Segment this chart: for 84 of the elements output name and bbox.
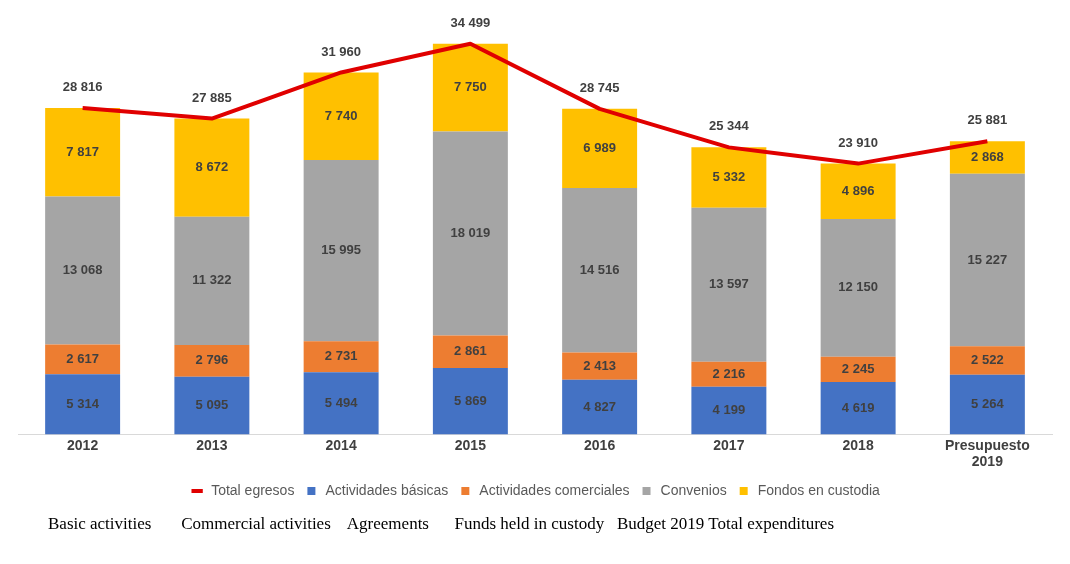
bar <box>820 219 896 357</box>
data-label: 31 960 <box>321 43 362 59</box>
bar <box>303 72 379 161</box>
bar <box>691 386 767 435</box>
bar <box>691 361 767 387</box>
data-label: 6 989 <box>583 140 616 155</box>
x-tick-label: Presupuesto 2019 <box>944 436 1030 470</box>
data-label: 5 095 <box>195 397 229 413</box>
bar <box>174 118 250 217</box>
data-label: 2 413 <box>583 357 616 373</box>
data-label: 5 332 <box>712 169 746 185</box>
data-label: 28 816 <box>62 79 103 95</box>
bar <box>432 335 508 368</box>
bar <box>691 207 767 362</box>
data-label: 2 861 <box>454 343 487 359</box>
bar <box>174 376 250 435</box>
bar <box>691 147 767 208</box>
data-label: 4 619 <box>841 399 875 415</box>
bar <box>562 379 638 435</box>
bar <box>432 367 508 435</box>
bar <box>432 43 508 132</box>
bar <box>45 196 121 345</box>
x-tick-label: 2018 <box>842 436 874 453</box>
legend-label: Total egresos <box>211 481 295 498</box>
bar <box>303 160 379 342</box>
data-label: 2 216 <box>712 365 746 381</box>
bar <box>562 352 638 380</box>
bar <box>303 372 379 435</box>
data-label: 2 796 <box>195 352 229 368</box>
bar <box>562 108 638 188</box>
data-label: 8 672 <box>195 159 229 175</box>
text: Basic activities Commercial activities Agreements Funds held in custody Budget 2019 Total expenditures <box>47 514 836 534</box>
data-label: 15 995 <box>321 242 362 258</box>
x-tick-label: 2017 <box>713 436 745 453</box>
legend-label: Actividades comerciales <box>479 481 630 498</box>
data-label: 18 019 <box>450 225 491 241</box>
bar <box>949 374 1025 435</box>
bar <box>949 173 1025 347</box>
bar <box>174 216 250 346</box>
data-label: 23 910 <box>838 134 879 150</box>
data-label: 2 245 <box>841 360 875 376</box>
data-label: 12 150 <box>838 279 879 295</box>
data-label: 2 522 <box>971 352 1004 368</box>
data-label: 7 740 <box>324 107 358 123</box>
data-label: 4 199 <box>712 402 746 418</box>
data-label: 5 494 <box>324 394 359 410</box>
bar <box>45 108 121 197</box>
data-label: 4 896 <box>841 182 875 198</box>
data-label: 13 068 <box>62 262 103 278</box>
x-tick-label: 2012 <box>67 436 99 453</box>
bar <box>45 374 121 435</box>
legend-label: Actividades básicas <box>325 481 449 498</box>
data-label: 13 597 <box>708 276 749 292</box>
legend-label: Fondos en custodia <box>757 481 881 498</box>
data-label: 28 745 <box>579 79 620 95</box>
bar <box>820 382 896 435</box>
legend-label: Convenios <box>660 481 727 498</box>
data-label: 15 227 <box>967 251 1008 267</box>
data-label: 14 516 <box>579 261 620 277</box>
data-label: 5 264 <box>971 396 1005 412</box>
data-label: 5 314 <box>66 395 100 411</box>
data-label: 27 885 <box>191 89 232 105</box>
data-label: 2 617 <box>66 350 99 366</box>
x-tick-label: 2013 <box>196 436 228 453</box>
data-label: 7 817 <box>66 143 99 159</box>
data-label: 25 881 <box>967 112 1008 128</box>
data-label: 7 750 <box>454 79 487 95</box>
data-label: 11 322 <box>192 272 232 288</box>
data-label: 2 868 <box>971 149 1004 165</box>
x-tick-label: 2014 <box>325 436 357 453</box>
bar <box>303 341 379 373</box>
data-label: 5 869 <box>454 392 487 408</box>
bar <box>432 131 508 336</box>
data-label: 2 731 <box>324 348 358 364</box>
data-label: 34 499 <box>450 14 491 30</box>
data-label: 4 827 <box>583 398 616 414</box>
bar <box>949 346 1025 375</box>
bar <box>174 345 250 377</box>
data-label: 25 344 <box>708 118 750 134</box>
x-tick-label: 2016 <box>584 436 616 453</box>
x-tick-label: 2015 <box>454 436 487 453</box>
bar <box>562 188 638 353</box>
bar <box>45 344 121 375</box>
bar <box>820 163 896 220</box>
